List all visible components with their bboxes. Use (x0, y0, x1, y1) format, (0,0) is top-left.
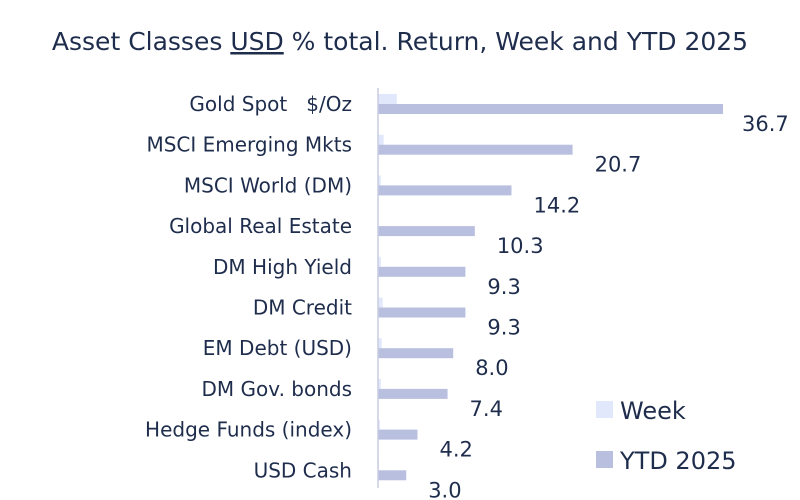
ytd-bar (378, 348, 454, 359)
week-bar (378, 338, 382, 349)
legend-week: Week (596, 397, 686, 425)
ytd-bar (378, 388, 448, 399)
chart-title-prefix: Asset Classes (52, 27, 230, 56)
category-labels: Gold Spot $/Oz MSCI Emerging Mkts MSCI Wor… (145, 92, 352, 482)
category-label: DM Credit (253, 296, 352, 320)
ytd-bar (378, 266, 466, 277)
ytd-value-label: 9.3 (487, 316, 520, 340)
ytd-bar (378, 226, 475, 237)
ytd-value-label: 10.3 (497, 234, 544, 258)
chart-title-suffix: % total. Return, Week and YTD 2025 (284, 27, 748, 56)
value-labels: 36.7 20.7 14.2 10.3 9.3 9.3 8.0 7.4 4.2 3.0 (428, 112, 789, 500)
legend: Week YTD 2025 (596, 397, 737, 475)
ytd-bar (378, 429, 418, 440)
ytd-value-label: 20.7 (595, 153, 642, 177)
week-bar (378, 378, 381, 389)
category-label: Gold Spot $/Oz (189, 92, 352, 116)
ytd-bar (378, 185, 512, 196)
chart-title: Asset Classes USD % total. Return, Week … (52, 27, 748, 56)
category-label: EM Debt (USD) (203, 336, 352, 360)
week-bar (378, 256, 381, 267)
chart-title-underlined: USD (230, 27, 283, 56)
category-label: USD Cash (254, 458, 352, 482)
ytd-bar (378, 144, 573, 155)
week-bar (378, 297, 383, 308)
category-label: MSCI World (DM) (184, 173, 352, 197)
legend-ytd-label: YTD 2025 (619, 447, 737, 475)
category-label: DM Gov. bonds (202, 377, 352, 401)
legend-week-swatch (596, 401, 613, 418)
category-label: Global Real Estate (169, 214, 352, 238)
ytd-value-label: 7.4 (470, 397, 503, 421)
legend-ytd: YTD 2025 (596, 447, 737, 475)
legend-ytd-swatch (596, 451, 613, 468)
ytd-bar (378, 470, 407, 481)
ytd-value-label: 3.0 (428, 478, 461, 500)
ytd-value-label: 4.2 (439, 438, 472, 462)
category-label: DM High Yield (213, 255, 352, 279)
ytd-value-label: 8.0 (475, 356, 508, 380)
category-label: Hedge Funds (index) (145, 418, 352, 442)
ytd-value-label: 14.2 (533, 193, 580, 217)
category-label: MSCI Emerging Mkts (146, 133, 352, 157)
week-bar (378, 134, 384, 145)
week-bar (378, 94, 397, 104)
ytd-value-label: 36.7 (742, 112, 789, 136)
ytd-bar (378, 307, 466, 318)
bars (378, 94, 723, 481)
week-bar (378, 419, 380, 430)
ytd-value-label: 9.3 (487, 275, 520, 299)
week-bar (378, 175, 381, 186)
legend-week-label: Week (620, 397, 686, 425)
ytd-bar (378, 104, 723, 114)
